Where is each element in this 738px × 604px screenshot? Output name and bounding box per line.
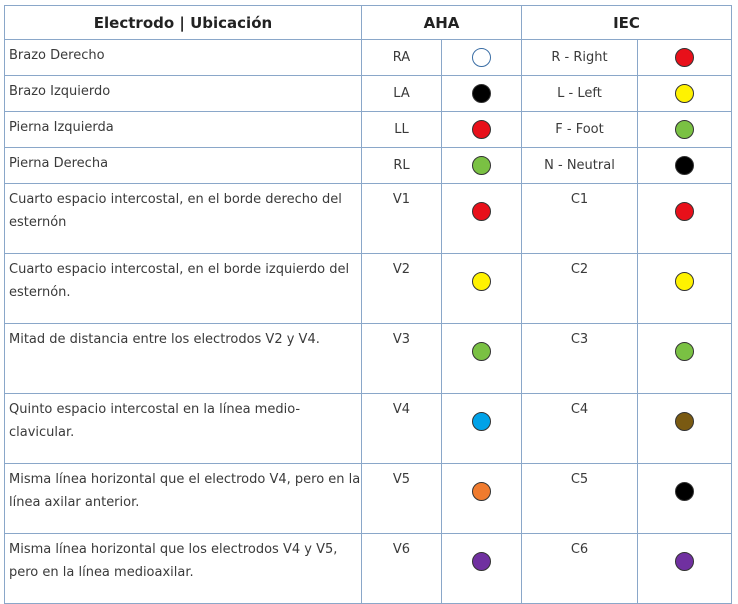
electrode-location: Brazo Izquierdo [4, 75, 362, 112]
aha-color-dot-cell [441, 533, 522, 604]
iec-color-dot-cell [637, 183, 732, 254]
electrode-location: Cuarto espacio intercostal, en el borde … [4, 183, 362, 254]
electrode-location: Quinto espacio intercostal en la línea m… [4, 393, 362, 464]
aha-color-dot-icon [472, 342, 491, 361]
table-row: Pierna Izquierda LL F - Foot [4, 111, 732, 148]
table-row: Misma línea horizontal que el electrodo … [4, 463, 732, 534]
iec-color-dot-cell [637, 463, 732, 534]
header-aha: AHA [361, 5, 522, 40]
iec-code: C5 [521, 463, 638, 534]
table-row: Mitad de distancia entre los electrodos … [4, 323, 732, 394]
aha-code: V5 [361, 463, 442, 534]
electrode-location: Pierna Izquierda [4, 111, 362, 148]
aha-color-dot-cell [441, 253, 522, 324]
iec-color-dot-cell [637, 111, 732, 148]
iec-color-dot-icon [675, 272, 694, 291]
aha-color-dot-cell [441, 393, 522, 464]
iec-code: L - Left [521, 75, 638, 112]
aha-code: V3 [361, 323, 442, 394]
header-iec: IEC [521, 5, 732, 40]
table-row: Brazo Izquierdo LA L - Left [4, 75, 732, 112]
aha-color-dot-icon [472, 202, 491, 221]
header-location: Electrodo | Ubicación [4, 5, 362, 40]
aha-code: RA [361, 39, 442, 76]
iec-color-dot-icon [675, 342, 694, 361]
aha-color-dot-icon [472, 156, 491, 175]
iec-color-dot-icon [675, 120, 694, 139]
table-row: Quinto espacio intercostal en la línea m… [4, 393, 732, 464]
iec-color-dot-cell [637, 393, 732, 464]
aha-color-dot-cell [441, 183, 522, 254]
aha-color-dot-icon [472, 120, 491, 139]
electrode-location: Brazo Derecho [4, 39, 362, 76]
iec-color-dot-cell [637, 253, 732, 324]
aha-color-dot-icon [472, 412, 491, 431]
iec-code: C2 [521, 253, 638, 324]
table-row: Cuarto espacio intercostal, en el borde … [4, 253, 732, 324]
iec-color-dot-cell [637, 147, 732, 184]
aha-color-dot-cell [441, 323, 522, 394]
iec-code: C1 [521, 183, 638, 254]
table-row: Cuarto espacio intercostal, en el borde … [4, 183, 732, 254]
header-row: Electrodo | Ubicación AHA IEC [4, 5, 732, 40]
aha-code: V6 [361, 533, 442, 604]
iec-color-dot-icon [675, 84, 694, 103]
iec-color-dot-icon [675, 202, 694, 221]
aha-code: LL [361, 111, 442, 148]
aha-color-dot-icon [472, 48, 491, 67]
iec-code: C3 [521, 323, 638, 394]
electrode-location: Misma línea horizontal que el electrodo … [4, 463, 362, 534]
aha-color-dot-cell [441, 111, 522, 148]
iec-code: C4 [521, 393, 638, 464]
iec-code: C6 [521, 533, 638, 604]
aha-color-dot-cell [441, 463, 522, 534]
aha-code: V1 [361, 183, 442, 254]
table-row: Misma línea horizontal que los electrodo… [4, 533, 732, 604]
iec-color-dot-icon [675, 482, 694, 501]
aha-color-dot-icon [472, 482, 491, 501]
aha-code: V2 [361, 253, 442, 324]
aha-color-dot-cell [441, 75, 522, 112]
iec-color-dot-cell [637, 323, 732, 394]
aha-code: LA [361, 75, 442, 112]
aha-color-dot-icon [472, 84, 491, 103]
aha-color-dot-icon [472, 272, 491, 291]
electrode-location: Mitad de distancia entre los electrodos … [4, 323, 362, 394]
iec-color-dot-icon [675, 48, 694, 67]
iec-code: N - Neutral [521, 147, 638, 184]
table-row: Pierna Derecha RL N - Neutral [4, 147, 732, 184]
iec-color-dot-icon [675, 412, 694, 431]
aha-color-dot-icon [472, 552, 491, 571]
electrode-table: Electrodo | Ubicación AHA IEC Brazo Dere… [4, 5, 732, 604]
iec-color-dot-cell [637, 75, 732, 112]
electrode-location: Pierna Derecha [4, 147, 362, 184]
electrode-location: Misma línea horizontal que los electrodo… [4, 533, 362, 604]
iec-code: R - Right [521, 39, 638, 76]
iec-code: F - Foot [521, 111, 638, 148]
iec-color-dot-cell [637, 39, 732, 76]
aha-color-dot-cell [441, 39, 522, 76]
electrode-location: Cuarto espacio intercostal, en el borde … [4, 253, 362, 324]
aha-color-dot-cell [441, 147, 522, 184]
aha-code: RL [361, 147, 442, 184]
aha-code: V4 [361, 393, 442, 464]
iec-color-dot-icon [675, 552, 694, 571]
table-row: Brazo Derecho RA R - Right [4, 39, 732, 76]
iec-color-dot-icon [675, 156, 694, 175]
iec-color-dot-cell [637, 533, 732, 604]
